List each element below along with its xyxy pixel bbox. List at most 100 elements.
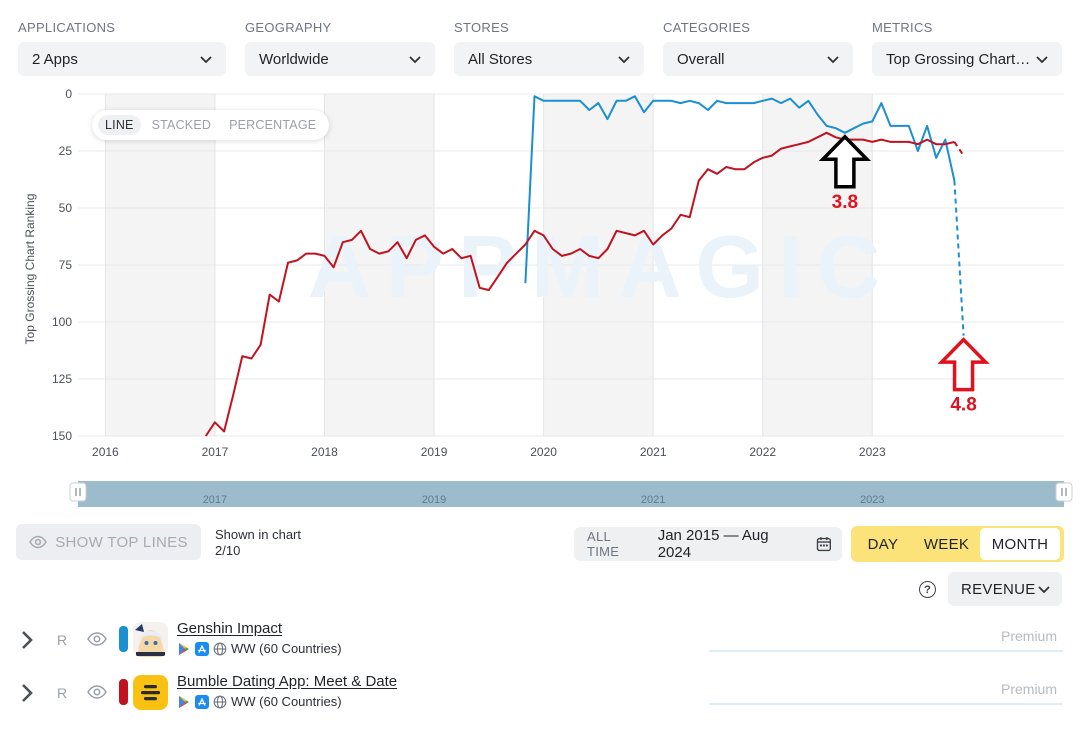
app-row: R Genshin Impact WW (60 Countries) [0,618,1082,662]
navigator-label: 2019 [422,494,446,506]
series-projection [953,141,965,157]
period-month-button[interactable]: MONTH [980,528,1060,560]
bumble-app-icon [133,675,168,710]
y-tick-label: 50 [59,201,73,215]
google-play-icon [179,642,189,655]
all-time-label[interactable]: ALL TIME [587,529,620,559]
period-week-button[interactable]: WEEK [923,535,970,553]
mode-stacked-option[interactable]: STACKED [151,118,212,132]
navigator-label: 2017 [203,494,227,506]
rating-arrow-icon [937,337,990,392]
chevron-right-icon[interactable] [18,628,36,652]
chart-mode-toggle: LINE STACKED PERCENTAGE [92,110,330,140]
help-icon[interactable]: ? [919,581,936,598]
stores-select[interactable]: All Stores [454,42,644,76]
premium-label: Premium [1001,681,1058,697]
eye-icon[interactable] [87,684,107,700]
mode-line-option[interactable]: LINE [98,115,141,135]
rating-annotation: 4.8 [950,395,976,416]
app-name[interactable]: Bumble Dating App: Meet & Date [177,673,398,690]
series-color-bar[interactable] [119,626,128,652]
geography-value: Worldwide [259,50,329,68]
chevron-down-icon [200,56,212,64]
range-navigator[interactable] [78,481,1064,507]
ranking-chart[interactable]: 0 25 50 75 100 125 150 2016 2017 2018 2019 2020 2021… [0,84,1082,514]
geography-label: GEOGRAPHY [245,20,332,35]
categories-value: Overall [677,50,725,68]
rating-arrow-icon [818,134,872,189]
calendar-icon [817,537,832,552]
x-tick-label: 2018 [311,445,338,459]
series-color-bar[interactable] [119,679,128,705]
applications-select[interactable]: 2 Apps [18,42,226,76]
x-tick-label: 2017 [202,445,229,459]
app-store-icon [195,694,209,709]
premium-label: Premium [1001,628,1058,644]
y-tick-label: 125 [52,372,72,386]
mode-percentage-option[interactable]: PERCENTAGE [229,118,317,132]
app-countries: WW (60 Countries) [231,641,342,656]
globe-icon [213,695,227,708]
y-tick-label: 100 [52,315,72,329]
chevron-down-icon [409,56,421,64]
metrics-select[interactable]: Top Grossing Chart Ranking [872,42,1062,76]
genshin-app-icon [133,622,168,657]
metrics-value: Top Grossing Chart Ranking [886,50,1034,68]
y-tick-label: 25 [59,144,73,158]
ranking-tag: R [57,685,68,701]
eye-icon [29,535,48,549]
x-tick-label: 2020 [530,445,557,459]
series-line[interactable] [524,95,956,284]
app-row: R Bumble Dating App: Meet & Date WW (60 … [0,671,1082,715]
categories-select[interactable]: Overall [663,42,853,76]
ranking-tag: R [57,632,68,648]
y-tick-label: 150 [52,429,72,443]
app-meta: WW (60 Countries) [177,694,342,709]
show-top-lines-button[interactable]: SHOW TOP LINES [16,524,201,560]
premium-divider [709,650,1063,652]
app-name[interactable]: Genshin Impact [177,620,283,637]
date-range-value: Jan 2015 — Aug 2024 [657,527,769,561]
x-tick-label: 2021 [640,445,667,459]
show-top-lines-label: SHOW TOP LINES [55,533,188,551]
x-tick-label: 2023 [859,445,886,459]
geography-select[interactable]: Worldwide [245,42,435,76]
chevron-right-icon[interactable] [18,681,36,705]
navigator-right-handle[interactable] [1055,482,1073,502]
date-range-picker[interactable]: ALL TIME Jan 2015 — Aug 2024 [574,527,842,561]
applications-filter: APPLICATIONS 2 Apps [18,20,226,76]
period-day-button[interactable]: DAY [867,535,899,553]
google-play-icon [179,695,189,708]
app-meta: WW (60 Countries) [177,641,342,656]
navigator-label: 2023 [860,494,884,506]
watermark: APPMAGIC [308,217,894,316]
series-projection [953,180,965,336]
chevron-down-icon [827,56,839,64]
series-line[interactable] [204,131,955,437]
chevron-down-icon [618,56,630,64]
eye-icon[interactable] [87,631,107,647]
revenue-value: REVENUE [961,580,1036,598]
x-tick-label: 2016 [92,445,119,459]
premium-divider [709,703,1063,705]
navigator-left-handle[interactable] [69,482,87,502]
stores-label: STORES [454,20,510,35]
categories-filter: CATEGORIES Overall [663,20,853,76]
app-countries: WW (60 Countries) [231,694,342,709]
categories-label: CATEGORIES [663,20,751,35]
shown-in-chart-info: Shown in chart 2/10 [215,527,301,559]
y-axis-label: Top Grossing Chart Ranking [23,194,37,345]
period-toggle: DAY WEEK MONTH [851,526,1064,562]
app-store-icon [195,641,209,656]
metrics-label: METRICS [872,20,933,35]
chevron-down-icon [1038,586,1050,594]
y-tick-label: 0 [65,87,72,101]
y-tick-label: 75 [59,258,73,272]
x-tick-label: 2022 [749,445,776,459]
stores-value: All Stores [468,50,533,68]
chevron-down-icon [1036,56,1048,64]
shown-in-chart-count: 2/10 [215,543,241,558]
applications-label: APPLICATIONS [18,20,116,35]
stores-filter: STORES All Stores [454,20,644,76]
revenue-select[interactable]: REVENUE [948,572,1062,606]
